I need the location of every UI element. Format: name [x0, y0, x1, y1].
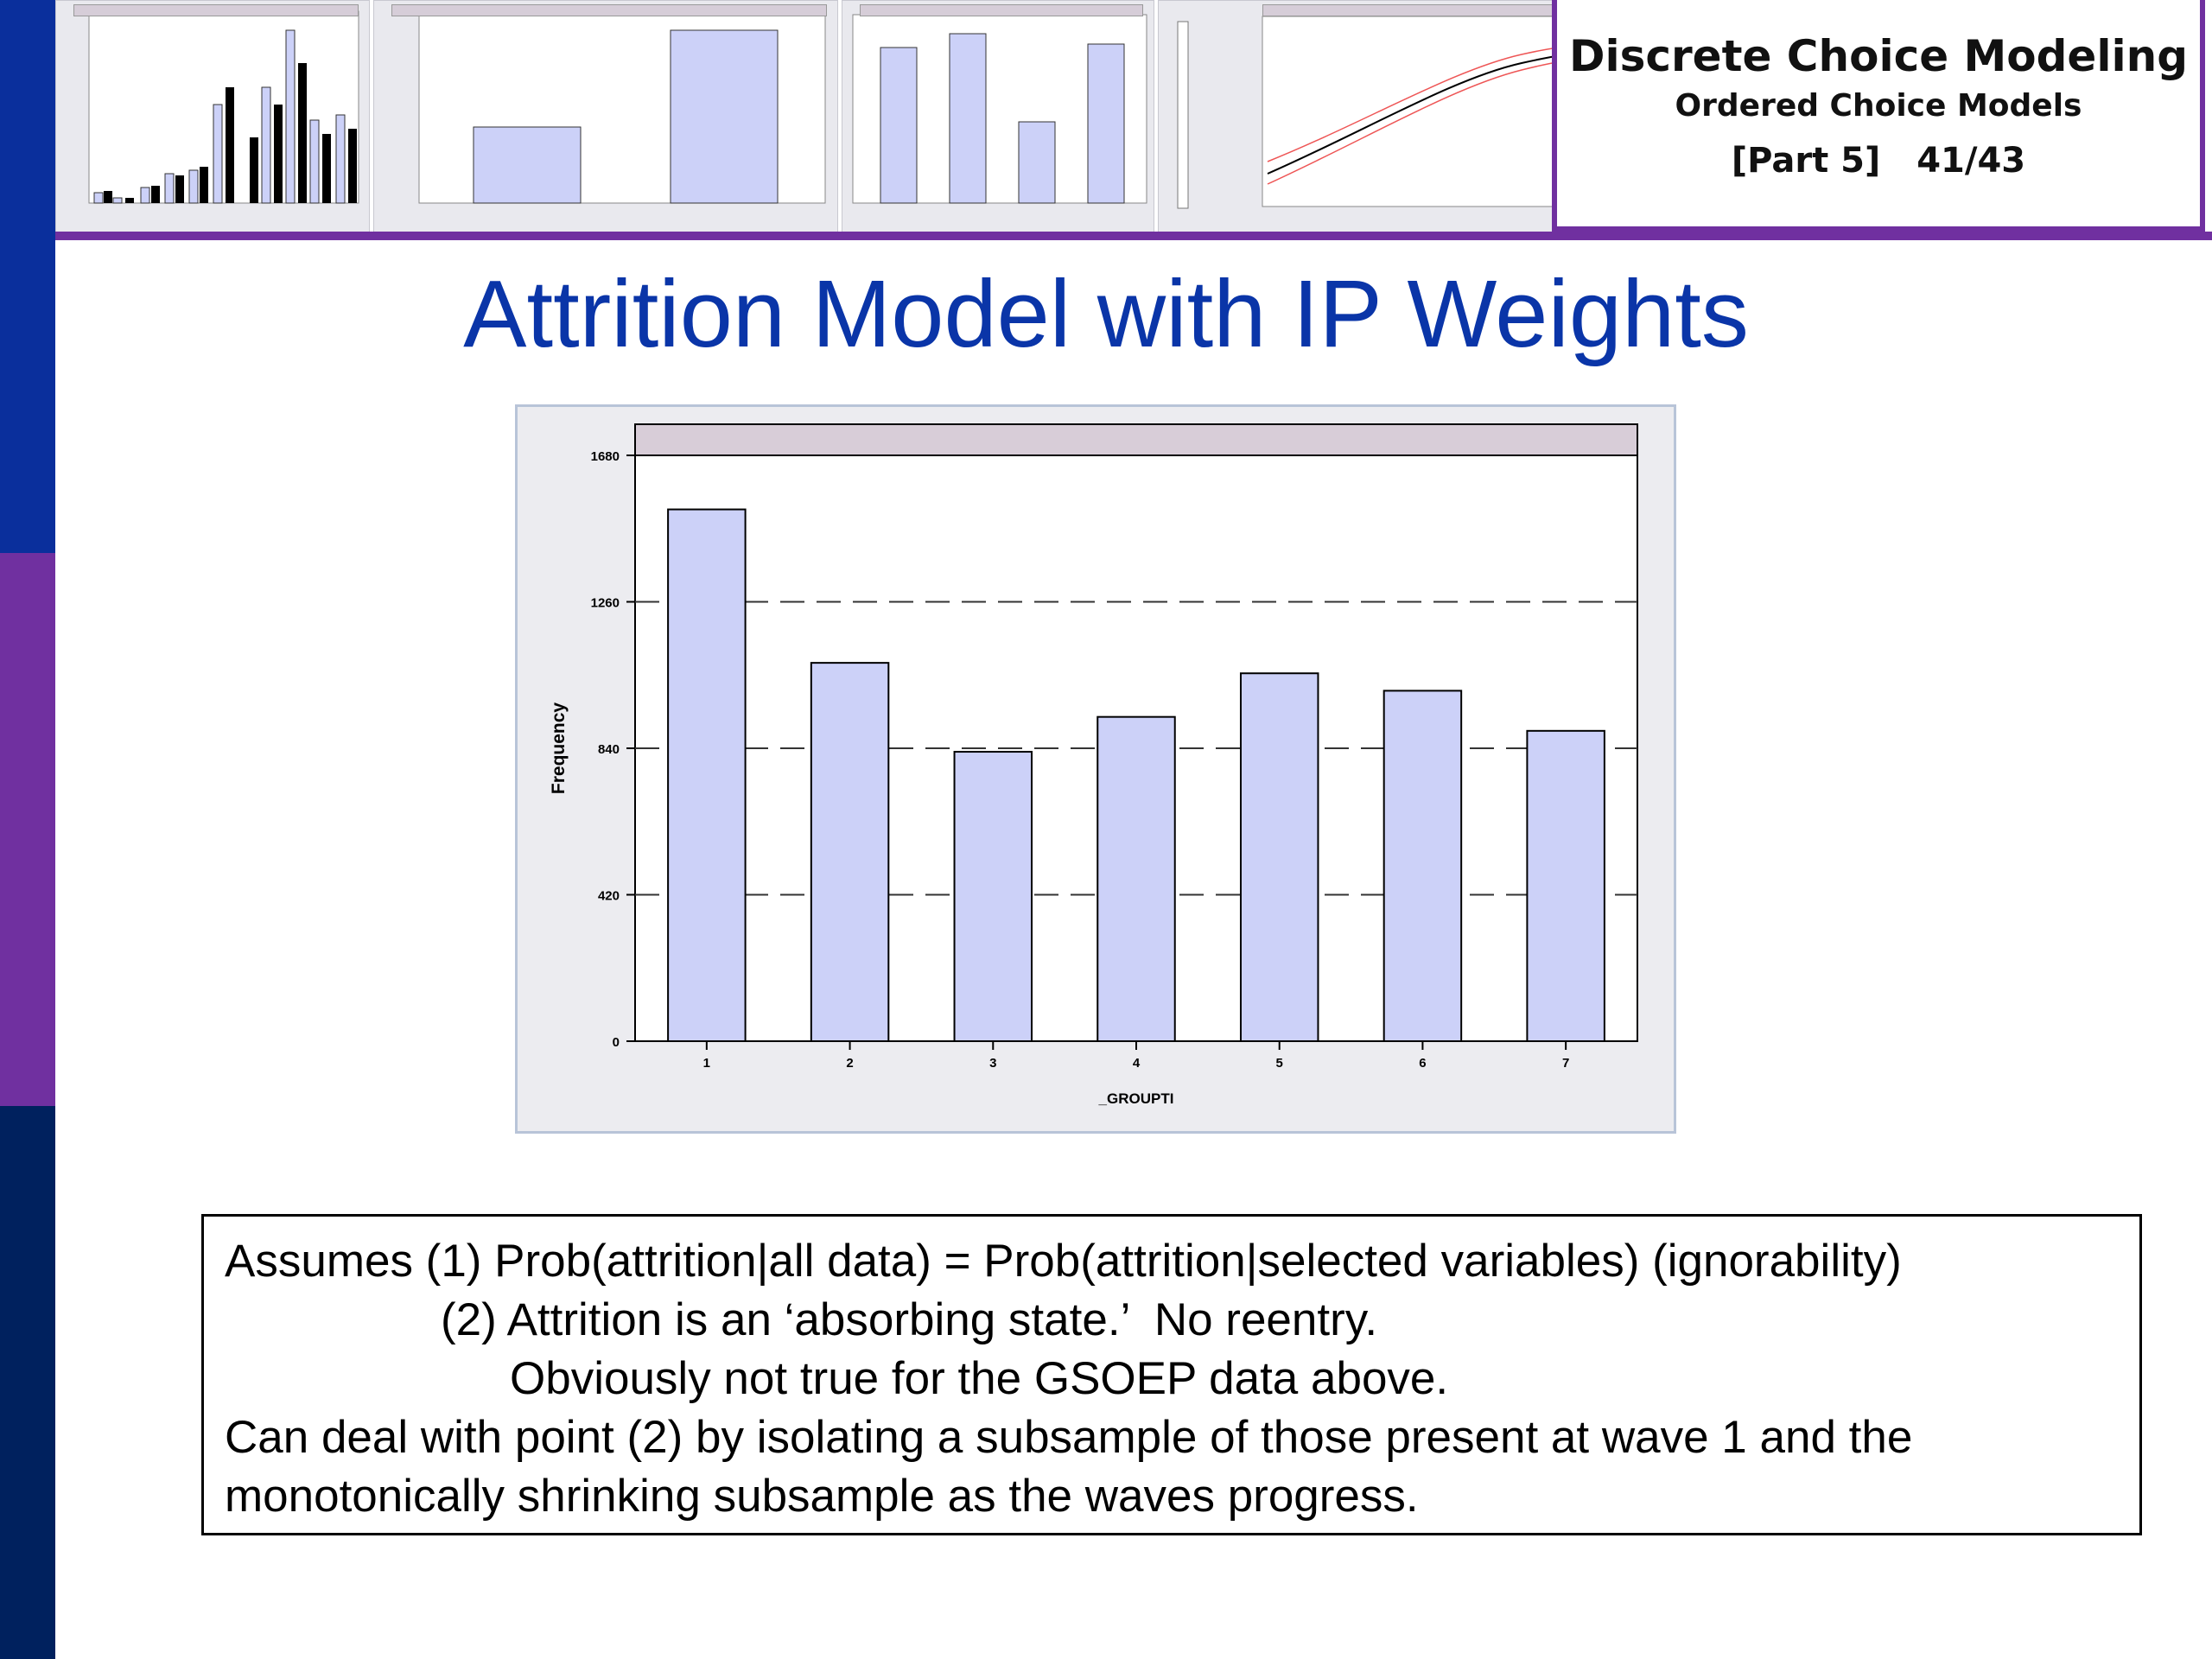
bar — [1096, 715, 1176, 1042]
x-tick-label: 3 — [989, 1056, 996, 1071]
bar — [1382, 690, 1463, 1042]
thumbnail-histogram — [55, 0, 370, 233]
y-tick-label: 1260 — [591, 596, 620, 611]
y-tick-label: 420 — [598, 889, 620, 904]
x-tick-label: 5 — [1276, 1056, 1283, 1071]
thumbnail-partial-effects — [1158, 0, 1607, 233]
course-title-box: Discrete Choice Modeling Ordered Choice … — [1552, 0, 2205, 232]
frequency-bar-chart: 0 420 840 1260 1680 1 2 3 4 5 6 7 _GROUPTI Frequency — [549, 423, 1638, 1107]
chart-title-strip — [634, 423, 1638, 456]
note-line-1: Assumes (1) Prob(attrition|all data) = P… — [225, 1236, 1902, 1287]
bar — [1239, 672, 1319, 1042]
page-number: 41/43 — [1916, 141, 2026, 181]
thumbnail-histogram-graphic — [88, 10, 359, 204]
left-stripe-blue — [0, 0, 55, 553]
note-line-4: Can deal with point (2) by isolating a s… — [225, 1412, 1913, 1463]
y-axis-label: Frequency — [549, 702, 569, 795]
thumbnail-bar-chart-2 — [373, 0, 838, 233]
thumbnail-partial-effects-graphic — [1177, 16, 1600, 209]
bar — [1526, 729, 1605, 1042]
thumbnail-strip — [55, 0, 1607, 235]
bar — [667, 508, 747, 1042]
thumbnail-bar-chart-2-graphic — [418, 14, 826, 204]
left-stripe-navy — [0, 1106, 55, 1659]
header-rule — [55, 232, 2212, 240]
note-line-3: Obviously not true for the GSOEP data ab… — [510, 1353, 1449, 1404]
course-title: Discrete Choice Modeling — [1568, 31, 2189, 81]
y-tick-label: 0 — [613, 1035, 620, 1050]
chart-panel: 0 420 840 1260 1680 1 2 3 4 5 6 7 _GROUPTI Frequency — [515, 404, 1676, 1134]
left-stripe-purple — [0, 553, 55, 1106]
x-tick-label: 6 — [1419, 1056, 1426, 1071]
x-tick-label: 2 — [846, 1056, 853, 1071]
x-tick-label: 7 — [1562, 1056, 1569, 1071]
slide-title: Attrition Model with IP Weights — [463, 261, 1749, 367]
course-part-line: [Part 5] 41/43 — [1557, 141, 2200, 181]
x-axis-label: _GROUPTI — [1098, 1090, 1174, 1107]
notes-box: Assumes (1) Prob(attrition|all data) = P… — [201, 1214, 2142, 1535]
course-part: [Part 5] — [1731, 141, 1881, 181]
x-tick-label: 4 — [1133, 1056, 1141, 1071]
y-tick-label: 1680 — [591, 449, 620, 464]
bar — [810, 662, 890, 1042]
bar — [953, 751, 1033, 1042]
thumbnail-bar-chart-3 — [842, 0, 1154, 233]
thumbnail-bar-chart-3-graphic — [852, 14, 1147, 204]
note-line-5: monotonically shrinking subsample as the… — [225, 1471, 1419, 1522]
note-line-2: (2) Attrition is an ‘absorbing state.’ N… — [441, 1294, 1378, 1345]
x-tick-label: 1 — [703, 1056, 710, 1071]
course-subtitle: Ordered Choice Models — [1675, 88, 2082, 124]
y-tick-label: 840 — [598, 742, 620, 757]
